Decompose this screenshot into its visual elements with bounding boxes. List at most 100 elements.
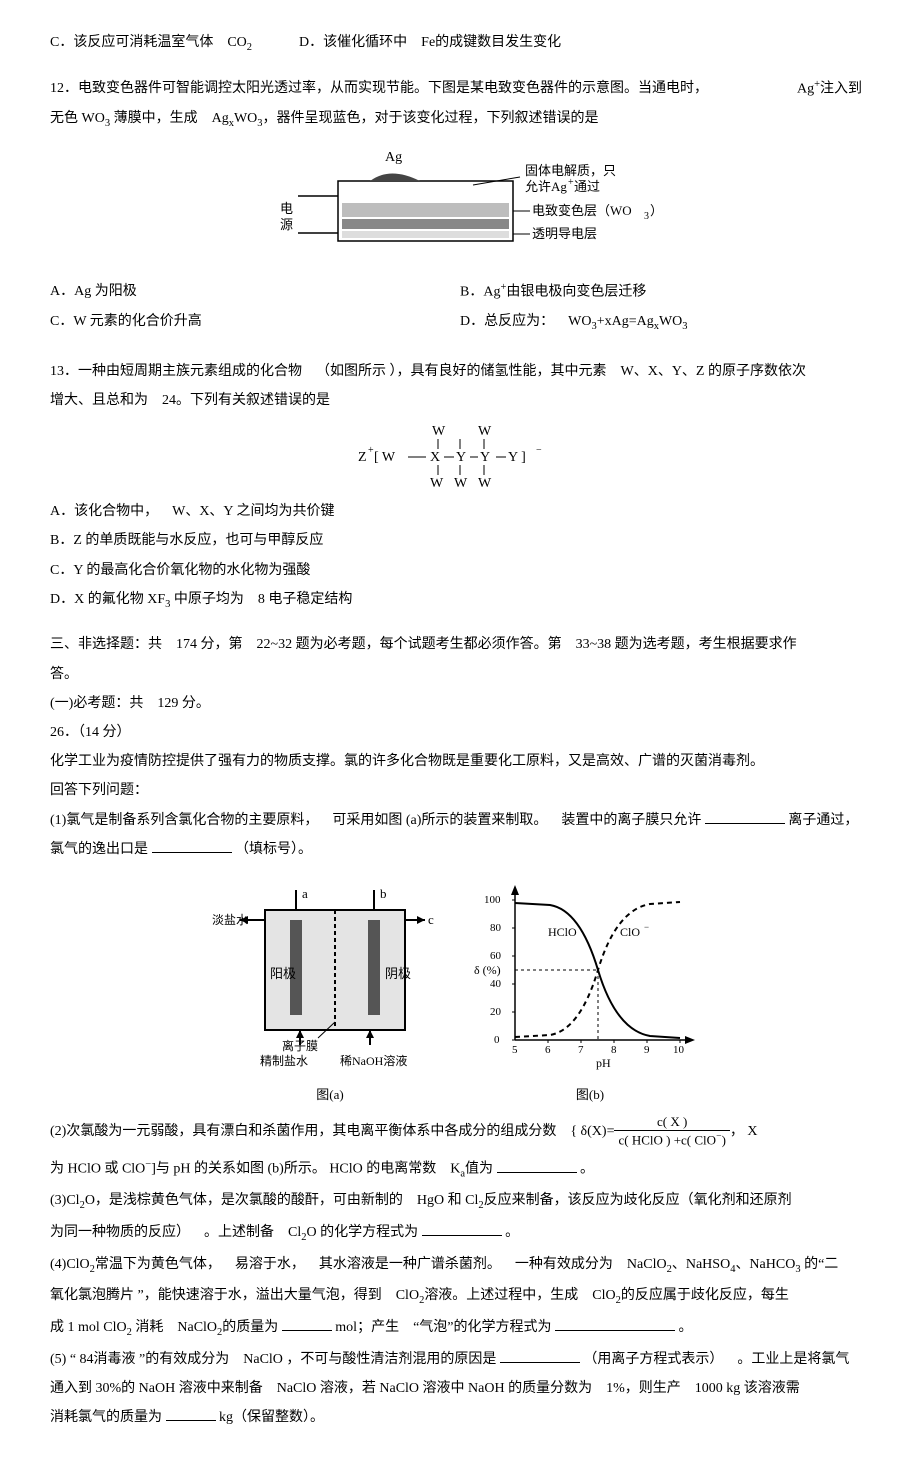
svg-text:−: − [644,922,649,932]
svg-text:W: W [478,476,492,491]
blank [500,1349,580,1363]
svg-text:电: 电 [280,201,293,216]
txt: 。 [505,1225,519,1240]
q12: 12．电致变色器件可智能调控太阳光透过率，从而实现节能。下图是某电致变色器件的示… [50,76,870,341]
txt: ， X [730,1119,758,1144]
s3-sub-a: (一)必考题：共 129 分。 [50,691,870,716]
blank [497,1159,577,1173]
txt: ]与 pH 的关系如图 (b)所示。 HClO 的电离常数 K [151,1162,460,1177]
svg-text:W: W [430,476,444,491]
q11-optC: C．该反应可消耗温室气体 CO [50,35,247,50]
txt: 的“二 [801,1257,839,1272]
svg-text:X: X [430,450,440,465]
svg-text:pH: pH [596,1056,611,1070]
svg-text:电致变色层（WO: 电致变色层（WO [532,203,632,218]
q12-figure: Ag 固体电解质，只 允许Ag + 通过 电 源 电致变色层（WO 3 ） 透明… [50,141,870,271]
svg-text:淡盐水: 淡盐水 [212,913,248,927]
q11-optD: D．该催化循环中 Fe的成键数目发生变化 [299,35,561,50]
s3-q5b: 通入到 30%的 NaOH 溶液中来制备 NaClO 溶液，若 NaClO 溶液… [50,1376,870,1401]
svg-text:Z: Z [358,450,367,465]
sub: 2 [247,42,252,53]
s3-head-a: 三、非选择题：共 174 分，第 22~32 题为必考题，每个试题考生都必须作答… [50,632,870,657]
txt: B．Ag [460,285,500,300]
q13-optB: B．Z 的单质既能与水反应，也可与甲醇反应 [50,528,870,553]
txt: c( HClO ) +c( ClO [618,1132,716,1147]
s3-q4c: 成 1 mol ClO2 消耗 NaClO2的质量为 mol；产生 “气泡”的化… [50,1315,870,1343]
txt: 、NaHCO [735,1257,795,1272]
svg-text:允许Ag: 允许Ag [525,179,567,194]
blank [422,1222,502,1236]
figure-a: a b 淡盐水 c 阳极 阴极 离 [210,870,450,1107]
q13-optD: D．X 的氟化物 XF3 中原子均为 8 电子稳定结构 [50,587,870,615]
svg-text:40: 40 [490,978,502,990]
txt: O 的化学方程式为 [306,1225,418,1240]
svg-text:10: 10 [673,1044,685,1056]
svg-text:6: 6 [545,1044,551,1056]
txt: kg（保留整数）。 [219,1410,324,1425]
svg-text:稀NaOH溶液: 稀NaOH溶液 [340,1053,407,1068]
svg-text:Y ]: Y ] [508,450,526,465]
txt: D．X 的氟化物 XF [50,592,165,607]
figB-caption: 图(b) [470,1083,710,1106]
svg-text:阳极: 阳极 [270,966,296,981]
section3: 三、非选择题：共 174 分，第 22~32 题为必考题，每个试题考生都必须作答… [50,632,870,1430]
txt: 反应来制备，该反应为歧化反应（氧化剂和还原剂 [484,1193,792,1208]
svg-text:8: 8 [611,1044,617,1056]
txt: 为同一种物质的反应） 。上述制备 Cl [50,1225,301,1240]
txt: WO [234,111,257,126]
txt: (5) “ 84消毒液 ”的有效成分为 NaClO ，不可与酸性清洁剂混用的原因… [50,1352,496,1367]
svg-text:5: 5 [512,1044,518,1056]
sub: 3 [682,321,687,332]
txt: D．总反应为： WO [460,314,591,329]
svg-text:b: b [380,886,387,901]
s3-q3b: 为同一种物质的反应） 。上述制备 Cl2O 的化学方程式为 。 [50,1220,870,1248]
q13-stem-b: 增大、且总和为 24。下列有关叙述错误的是 [50,388,870,413]
svg-text:精制盐水: 精制盐水 [260,1054,308,1068]
txt: (2)次氯酸为一元弱酸，具有漂白和杀菌作用，其电离平衡体系中各成分的组成分数 {… [50,1119,614,1144]
txt: mol；产生 “气泡”的化学方程式为 [335,1320,551,1335]
txt: ) [722,1132,726,1147]
txt: 常温下为黄色气体， 易溶于水， 其水溶液是一种广谱杀菌剂。 一种有效成分为 Na… [95,1257,667,1272]
txt: 消耗 NaClO [132,1320,217,1335]
svg-text:透明导电层: 透明导电层 [532,226,597,241]
svg-text:0: 0 [494,1034,500,1046]
txt: 。 [679,1320,693,1335]
svg-text:W: W [432,424,446,439]
blank [555,1317,675,1331]
txt: 离子通过， [788,813,858,828]
svg-text:HClO: HClO [548,925,577,939]
txt: +xAg=Ag [597,314,654,329]
frac-den: c( HClO ) +c( ClO−) [614,1131,729,1148]
txt: 由银电极向变色层迁移 [506,285,646,300]
svg-text:9: 9 [644,1044,650,1056]
q11-tail: C．该反应可消耗温室气体 CO2 D．该催化循环中 Fe的成键数目发生变化 [50,30,870,58]
svg-text:通过: 通过 [574,179,600,194]
s3-q1b: 氯气的逸出口是 （填标号）。 [50,837,870,862]
figure-b: 0 20 40 60 80 100 5 6 7 8 9 10 [470,870,710,1107]
txt: 无色 WO [50,111,105,126]
s3-p2: 回答下列问题： [50,778,870,803]
txt: 成 1 mol ClO [50,1320,127,1335]
svg-text:100: 100 [484,894,501,906]
svg-text:固体电解质，只: 固体电解质，只 [525,163,616,178]
txt: (1)氯气是制备系列含氯化合物的主要原料， 可采用如图 (a)所示的装置来制取。… [50,813,701,828]
svg-text:[ W: [ W [374,450,396,465]
svg-text:80: 80 [490,922,502,934]
svg-text:阴极: 阴极 [385,966,411,981]
s3-q26: 26．（14 分） [50,720,870,745]
s3-q4a: (4)ClO2常温下为黄色气体， 易溶于水， 其水溶液是一种广谱杀菌剂。 一种有… [50,1252,870,1280]
txt: 。 [580,1162,594,1177]
fraction: c( X ) c( HClO ) +c( ClO−) [614,1114,729,1148]
txt: ，器件呈现蓝色，对于该变化过程，下列叙述错误的是 [263,111,599,126]
svg-text:源: 源 [280,217,293,232]
svg-text:ClO: ClO [620,925,640,939]
txt: 氯气的逸出口是 [50,842,148,857]
q12-optC: C．W 元素的化合价升高 [50,309,460,337]
txt: 的反应属于歧化反应，每生 [621,1288,789,1303]
txt: O，是浅棕黄色气体，是次氯酸的酸酐，可由新制的 HgO 和 Cl [85,1193,479,1208]
blank [166,1407,216,1421]
txt: 的质量为 [222,1320,278,1335]
svg-text:−: − [536,445,542,456]
s3-q5a: (5) “ 84消毒液 ”的有效成分为 NaClO ，不可与酸性清洁剂混用的原因… [50,1347,870,1372]
svg-text:7: 7 [578,1044,584,1056]
